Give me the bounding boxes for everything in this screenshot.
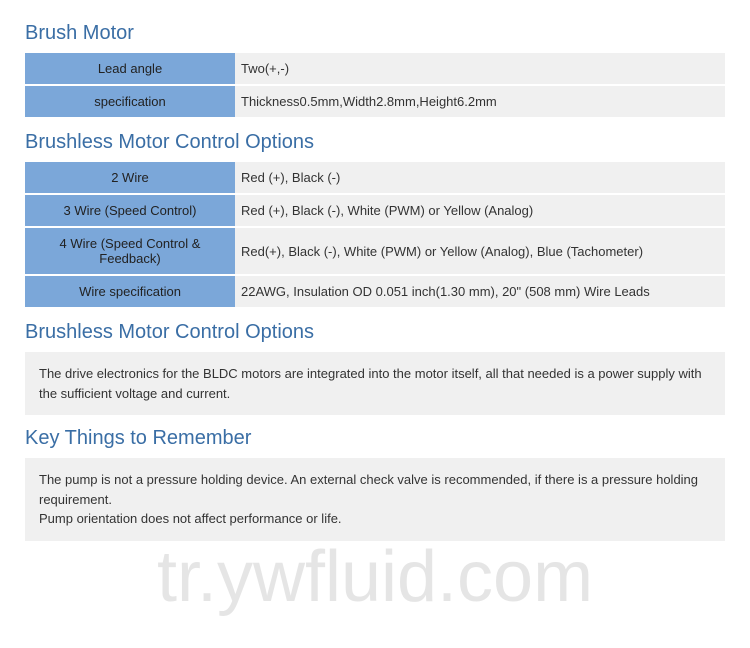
table-row: 4 Wire (Speed Control & Feedback) Red(+)… bbox=[25, 227, 725, 275]
table-row: 2 Wire Red (+), Black (-) bbox=[25, 162, 725, 194]
section-title-key-things: Key Things to Remember bbox=[25, 427, 725, 450]
label-cell: 4 Wire (Speed Control & Feedback) bbox=[25, 227, 235, 275]
brushless-desc-box: The drive electronics for the BLDC motor… bbox=[25, 352, 725, 415]
value-cell: Red (+), Black (-) bbox=[235, 162, 725, 194]
brushless-options-table: 2 Wire Red (+), Black (-) 3 Wire (Speed … bbox=[25, 162, 725, 309]
section-title-brushless-options: Brushless Motor Control Options bbox=[25, 131, 725, 154]
label-cell: 2 Wire bbox=[25, 162, 235, 194]
label-cell: 3 Wire (Speed Control) bbox=[25, 194, 235, 227]
label-cell: Wire specification bbox=[25, 275, 235, 308]
value-cell: 22AWG, Insulation OD 0.051 inch(1.30 mm)… bbox=[235, 275, 725, 308]
value-cell: Red (+), Black (-), White (PWM) or Yello… bbox=[235, 194, 725, 227]
table-row: 3 Wire (Speed Control) Red (+), Black (-… bbox=[25, 194, 725, 227]
table-row: specification Thickness0.5mm,Width2.8mm,… bbox=[25, 85, 725, 118]
watermark-text: tr.ywfluid.com bbox=[157, 536, 593, 618]
label-cell: Lead angle bbox=[25, 53, 235, 85]
value-cell: Red(+), Black (-), White (PWM) or Yellow… bbox=[235, 227, 725, 275]
value-cell: Thickness0.5mm,Width2.8mm,Height6.2mm bbox=[235, 85, 725, 118]
label-cell: specification bbox=[25, 85, 235, 118]
key-things-box: The pump is not a pressure holding devic… bbox=[25, 458, 725, 541]
brush-motor-table: Lead angle Two(+,-) specification Thickn… bbox=[25, 53, 725, 119]
info-text: Pump orientation does not affect perform… bbox=[39, 509, 711, 529]
info-text: The drive electronics for the BLDC motor… bbox=[39, 366, 702, 401]
info-text: The pump is not a pressure holding devic… bbox=[39, 470, 711, 509]
section-title-brush-motor: Brush Motor bbox=[25, 22, 725, 45]
value-cell: Two(+,-) bbox=[235, 53, 725, 85]
table-row: Wire specification 22AWG, Insulation OD … bbox=[25, 275, 725, 308]
section-title-brushless-desc: Brushless Motor Control Options bbox=[25, 321, 725, 344]
table-row: Lead angle Two(+,-) bbox=[25, 53, 725, 85]
